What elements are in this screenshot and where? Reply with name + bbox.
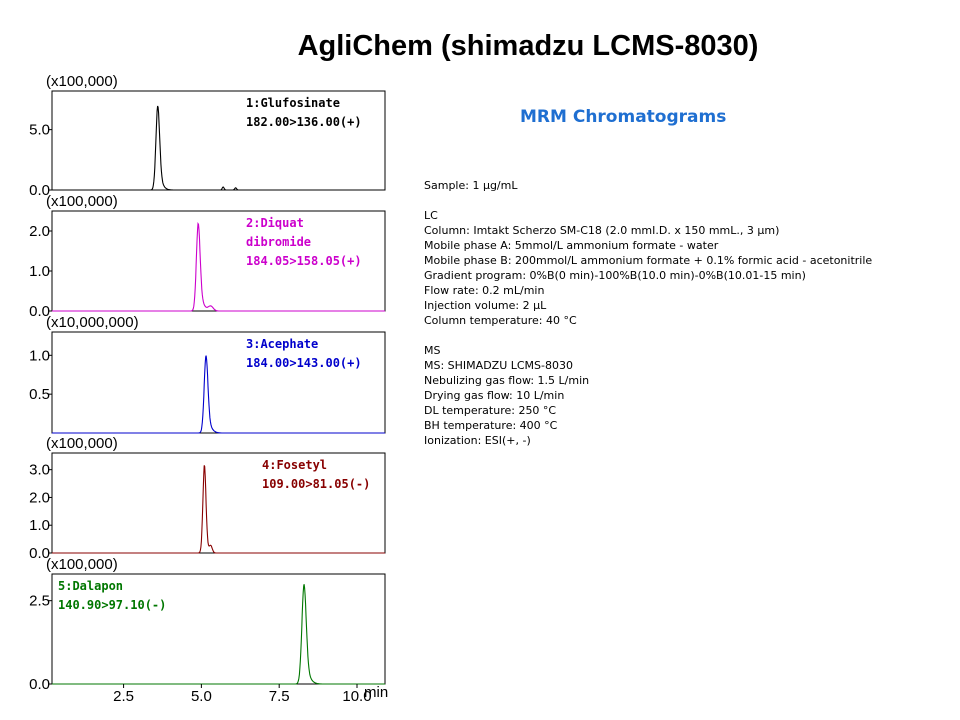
y-tick-label: 5.0 [29, 122, 50, 139]
chromatogram-trace [52, 105, 385, 191]
compound-label: 2:Diquat [246, 216, 304, 230]
x-axis-unit: min [364, 684, 388, 701]
method-line: Injection volume: 2 µL [424, 299, 547, 312]
chromatogram-trace [52, 465, 385, 554]
panel-scale-label: (x100,000) [46, 193, 118, 210]
transition-label: 140.90>97.10(-) [58, 598, 166, 612]
compound-label: 4:Fosetyl [262, 458, 327, 472]
y-tick-label: 0.0 [29, 182, 50, 199]
chart-subtitle: MRM Chromatograms [520, 107, 727, 127]
y-tick-label: 0.0 [29, 303, 50, 320]
method-conditions: Sample: 1 µg/mL LC Column: Imtakt Scherzo … [424, 178, 872, 448]
transition-label: 182.00>136.00(+) [246, 115, 362, 129]
method-line: DL temperature: 250 °C [424, 404, 557, 417]
panel-frame [51, 452, 386, 554]
y-tick-label: 2.0 [29, 489, 50, 506]
method-line: Mobile phase A: 5mmol/L ammonium formate… [424, 239, 719, 252]
page-title: AgliChem (shimadzu LCMS-8030) [297, 30, 759, 62]
chromatogram-trace [52, 584, 385, 685]
compound-label: dibromide [246, 235, 311, 249]
y-tick-label: 1.0 [29, 263, 50, 280]
transition-label: 184.05>158.05(+) [246, 254, 362, 268]
method-line: MS [424, 344, 441, 357]
panel-frame [51, 331, 386, 434]
chromatogram-trace [52, 222, 385, 312]
method-line: Flow rate: 0.2 mL/min [424, 284, 545, 297]
x-tick-label: 10.0 [342, 688, 371, 705]
y-tick-label: 1.0 [29, 347, 50, 364]
panel-scale-label: (x100,000) [46, 435, 118, 452]
compound-label: 3:Acephate [246, 337, 318, 351]
method-line: Nebulizing gas flow: 1.5 L/min [424, 374, 590, 387]
method-line: Column temperature: 40 °C [424, 314, 577, 327]
x-tick-label: 2.5 [113, 688, 134, 705]
y-tick-label: 2.5 [29, 593, 50, 610]
method-line: Mobile phase B: 200mmol/L ammonium forma… [424, 254, 873, 267]
method-line: Column: Imtakt Scherzo SM-C18 (2.0 mmI.D… [424, 224, 780, 237]
method-line: LC [424, 209, 438, 222]
transition-label: 184.00>143.00(+) [246, 356, 362, 370]
transition-label: 109.00>81.05(-) [262, 477, 370, 491]
y-tick-label: 1.0 [29, 517, 50, 534]
method-line: Sample: 1 µg/mL [424, 179, 518, 192]
chromatogram-trace [52, 355, 385, 434]
method-line: Gradient program: 0%B(0 min)-100%B(10.0 … [424, 269, 806, 282]
y-tick-label: 3.0 [29, 462, 50, 479]
compound-label: 5:Dalapon [58, 579, 123, 593]
panel-scale-label: (x10,000,000) [46, 314, 139, 331]
method-line: MS: SHIMADZU LCMS-8030 [424, 359, 573, 372]
method-line: Drying gas flow: 10 L/min [424, 389, 565, 402]
method-line: Ionization: ESI(+, -) [424, 434, 531, 447]
y-tick-label: 2.0 [29, 223, 50, 240]
x-tick-label: 5.0 [191, 688, 212, 705]
y-tick-label: 0.5 [29, 386, 50, 403]
y-tick-label: 0.0 [29, 676, 50, 693]
method-line: BH temperature: 400 °C [424, 419, 558, 432]
panel-scale-label: (x100,000) [46, 73, 118, 90]
panel-scale-label: (x100,000) [46, 556, 118, 573]
y-tick-label: 0.0 [29, 545, 50, 562]
compound-label: 1:Glufosinate [246, 96, 340, 110]
x-tick-label: 7.5 [269, 688, 290, 705]
